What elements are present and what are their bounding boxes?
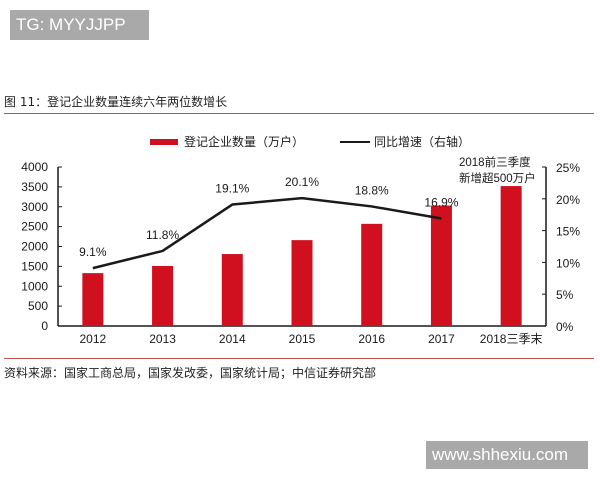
x-tick-label: 2013 <box>149 332 176 346</box>
left-tick-label: 2000 <box>21 240 48 254</box>
bar-2018三季末 <box>500 186 522 326</box>
growth-label: 19.1% <box>215 182 249 196</box>
legend-item-line: 同比增速（右轴） <box>340 133 470 150</box>
watermark-bottom: www.shhexiu.com <box>426 441 588 469</box>
left-tick-label: 3500 <box>21 180 48 194</box>
right-tick-label: 15% <box>556 225 580 239</box>
bar-2016 <box>361 223 383 326</box>
title-divider <box>4 113 594 114</box>
growth-label: 18.8% <box>355 183 389 197</box>
source-note: 资料来源：国家工商总局，国家发改委，国家统计局；中信证券研究部 <box>4 366 377 380</box>
bar-2012 <box>82 273 104 326</box>
left-tick-label: 500 <box>28 299 48 313</box>
x-tick-label: 2017 <box>428 332 455 346</box>
bar-swatch-icon <box>150 138 178 145</box>
bar-2017 <box>430 205 452 326</box>
watermark-top: TG: MYYJJPP <box>10 10 149 40</box>
x-tick-label: 2014 <box>219 332 246 346</box>
line-swatch-icon <box>340 140 371 143</box>
figure-title: 图 11：登记企业数量连续六年两位数增长 <box>4 95 228 109</box>
growth-label: 11.8% <box>146 228 179 242</box>
growth-label: 16.9% <box>424 196 458 210</box>
growth-label: 20.1% <box>285 175 319 189</box>
legend-bar-label: 登记企业数量（万户） <box>184 135 305 149</box>
source-divider <box>4 358 594 359</box>
left-tick-label: 1500 <box>21 259 48 273</box>
chart-legend: 登记企业数量（万户） 同比增速（右轴） <box>150 133 506 150</box>
legend-item-bars: 登记企业数量（万户） <box>150 133 304 150</box>
left-tick-label: 4000 <box>21 160 48 174</box>
right-tick-label: 0% <box>556 320 574 334</box>
bar-2015 <box>291 240 313 326</box>
bar-2014 <box>221 254 243 326</box>
right-tick-label: 25% <box>556 161 580 175</box>
legend-line-label: 同比增速（右轴） <box>374 135 471 149</box>
left-tick-label: 1000 <box>21 279 48 293</box>
right-tick-label: 5% <box>556 288 574 302</box>
x-axis-labels: 2012 2013 2014 2015 2016 2017 2018三季末 <box>80 332 543 346</box>
growth-label: 9.1% <box>79 245 107 259</box>
bar-2013 <box>152 265 174 326</box>
bar-series <box>82 186 522 326</box>
x-tick-label: 2012 <box>80 332 107 346</box>
right-y-axis: 0% 5% 10% 15% 20% 25% <box>542 161 580 334</box>
annotation-line-1: 2018前三季度 <box>459 155 531 169</box>
left-tick-label: 0 <box>41 319 48 333</box>
right-tick-label: 10% <box>556 256 580 270</box>
x-tick-label: 2018三季末 <box>480 332 543 346</box>
left-tick-label: 2500 <box>21 220 48 234</box>
right-tick-label: 20% <box>556 193 580 207</box>
x-tick-label: 2015 <box>289 332 316 346</box>
left-tick-label: 3000 <box>21 200 48 214</box>
x-tick-label: 2016 <box>358 332 385 346</box>
line-series: 9.1% 11.8% 19.1% 20.1% 18.8% 16.9% <box>79 175 459 270</box>
annotation-line-2: 新增超500万户 <box>459 171 536 185</box>
